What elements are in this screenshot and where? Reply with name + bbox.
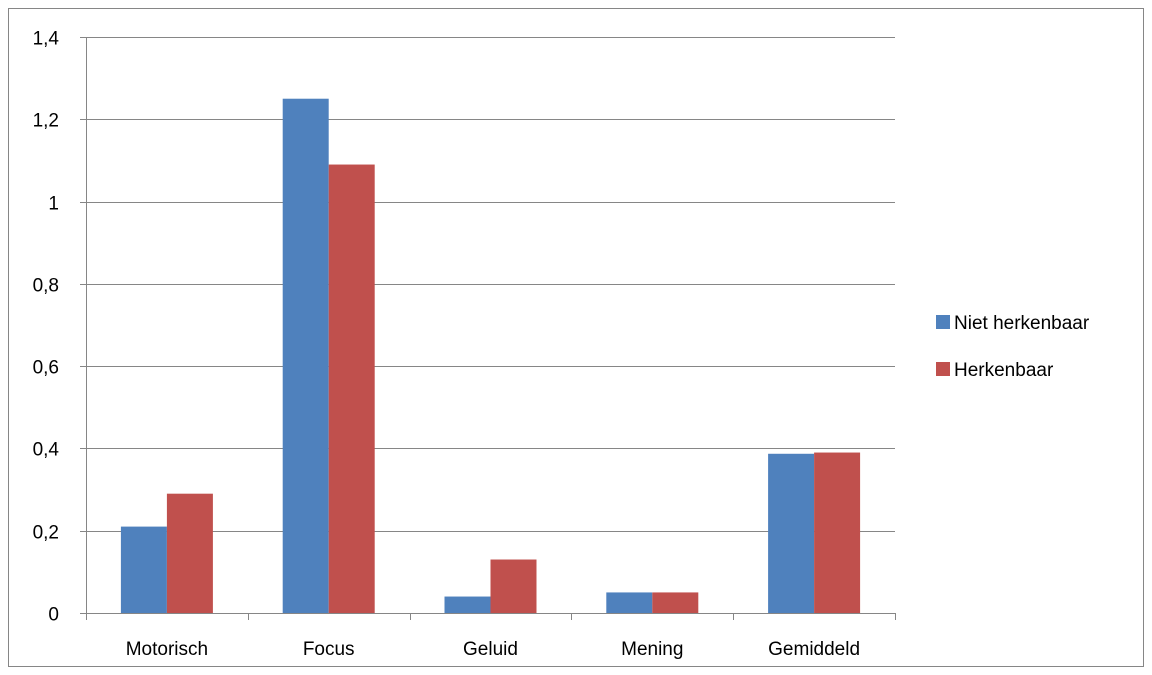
x-tick-label: Geluid: [463, 639, 518, 660]
y-tick-label: 0,8: [33, 276, 59, 297]
bar-herkenbaar-geluid: [490, 559, 537, 613]
y-tick-label: 0,2: [33, 523, 59, 544]
bar-niet-herkenbaar-geluid: [444, 596, 491, 613]
legend: Niet herkenbaar Herkenbaar: [936, 313, 1090, 381]
bar-niet-herkenbaar-gemiddeld: [768, 453, 815, 613]
legend-swatch: [936, 362, 950, 376]
bar-herkenbaar-motorisch: [166, 493, 213, 613]
y-tick-label: 1: [48, 194, 59, 215]
legend-swatch: [936, 315, 950, 329]
bar-niet-herkenbaar-focus: [282, 98, 329, 613]
x-tick-label: Mening: [621, 639, 683, 660]
y-tick-label: 0,6: [33, 358, 59, 379]
x-tick-label: Focus: [303, 639, 355, 660]
gridlines: [86, 37, 895, 532]
x-tick-label: Gemiddeld: [768, 639, 860, 660]
legend-label: Niet herkenbaar: [954, 313, 1090, 334]
y-tick-label: 1,4: [33, 29, 60, 50]
y-tick-labels: 0 0,2 0,4 0,6 0,8 1 1,2 1,4: [33, 29, 60, 626]
axes: [80, 37, 896, 620]
legend-label: Herkenbaar: [954, 360, 1054, 381]
bar-niet-herkenbaar-motorisch: [120, 526, 167, 613]
bar-herkenbaar-focus: [328, 164, 375, 614]
y-tick-label: 0: [48, 605, 59, 626]
y-tick-label: 0,4: [33, 440, 60, 461]
x-tick-label: Motorisch: [126, 639, 208, 660]
bars: [120, 98, 861, 614]
x-tick-labels: Motorisch Focus Geluid Mening Gemiddeld: [126, 639, 860, 660]
bar-herkenbaar-mening: [652, 592, 699, 613]
bar-niet-herkenbaar-mening: [606, 592, 653, 613]
bar-herkenbaar-gemiddeld: [814, 452, 861, 613]
y-tick-label: 1,2: [33, 111, 59, 132]
